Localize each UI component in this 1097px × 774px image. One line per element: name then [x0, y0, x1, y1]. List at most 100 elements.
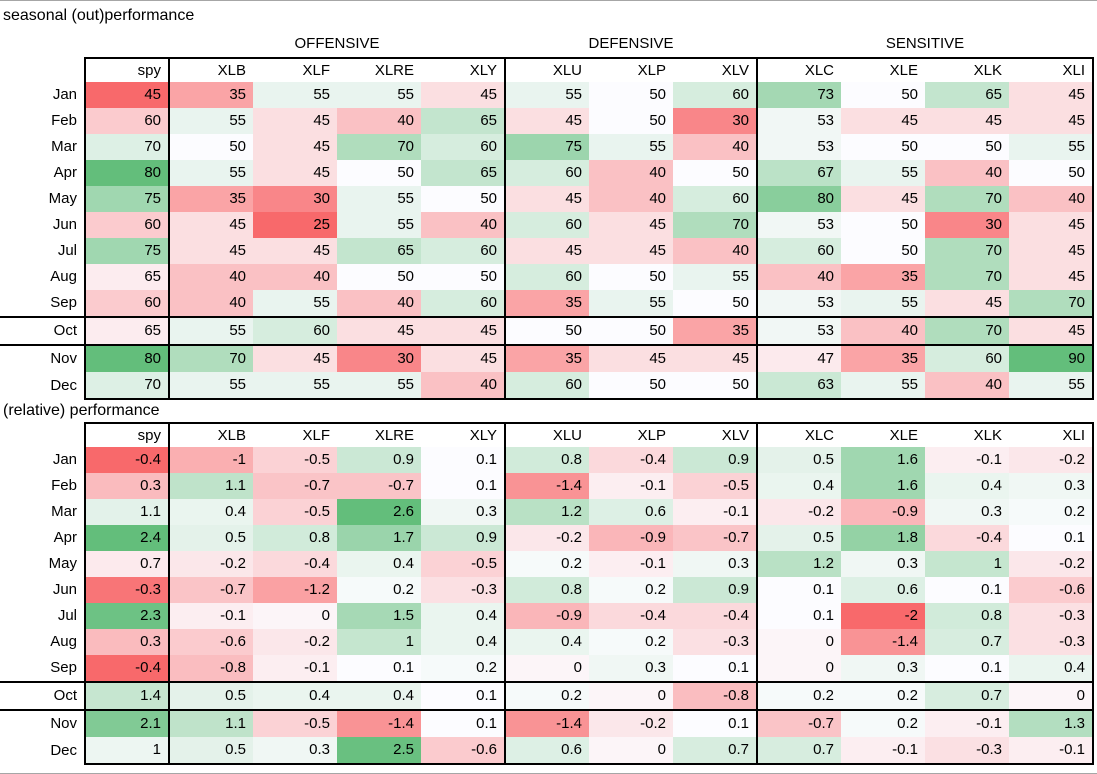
cell-mar-xlv[interactable]: 40: [673, 134, 758, 160]
cell-dec-xlb[interactable]: 55: [169, 372, 253, 400]
cell-oct-xlb[interactable]: 55: [169, 316, 253, 345]
cell-may-xlf[interactable]: -0.4: [253, 551, 337, 577]
cell-jul-xlre[interactable]: 65: [337, 238, 421, 264]
cell-nov-xly[interactable]: 45: [421, 344, 506, 372]
cell-jan-xlp[interactable]: 50: [589, 82, 673, 108]
cell-nov-xlre[interactable]: 30: [337, 344, 421, 372]
cell-jul-xly[interactable]: 0.4: [421, 603, 506, 629]
column-header-xlv[interactable]: XLV: [673, 422, 758, 447]
cell-apr-xlf[interactable]: 0.8: [253, 525, 337, 551]
cell-jun-spy[interactable]: 60: [84, 212, 170, 238]
cell-feb-xlf[interactable]: -0.7: [253, 473, 337, 499]
cell-sep-xlb[interactable]: 40: [169, 290, 253, 317]
cell-oct-xlc[interactable]: 53: [757, 316, 841, 345]
cell-jun-xle[interactable]: 50: [841, 212, 925, 238]
cell-sep-xle[interactable]: 0.3: [841, 655, 925, 682]
cell-feb-xlu[interactable]: -1.4: [505, 473, 589, 499]
cell-nov-xlv[interactable]: 0.1: [673, 709, 758, 737]
cell-mar-xlp[interactable]: 0.6: [589, 499, 673, 525]
cell-oct-xlp[interactable]: 0: [589, 681, 673, 710]
cell-oct-xly[interactable]: 45: [421, 316, 506, 345]
cell-apr-xlk[interactable]: -0.4: [925, 525, 1009, 551]
cell-oct-xli[interactable]: 0: [1009, 681, 1094, 710]
cell-oct-xle[interactable]: 0.2: [841, 681, 925, 710]
cell-oct-xly[interactable]: 0.1: [421, 681, 506, 710]
cell-apr-xli[interactable]: 0.1: [1009, 525, 1094, 551]
month-label[interactable]: Jan: [0, 82, 85, 108]
column-header-xlb[interactable]: XLB: [169, 422, 253, 447]
cell-may-xlb[interactable]: 35: [169, 186, 253, 212]
cell-nov-xlv[interactable]: 45: [673, 344, 758, 372]
month-label[interactable]: Apr: [0, 525, 85, 551]
cell-nov-xli[interactable]: 90: [1009, 344, 1094, 372]
cell-aug-xlre[interactable]: 50: [337, 264, 421, 290]
cell-jul-xlf[interactable]: 45: [253, 238, 337, 264]
cell-sep-xlre[interactable]: 40: [337, 290, 421, 317]
cell-mar-xlc[interactable]: -0.2: [757, 499, 841, 525]
cell-nov-xlf[interactable]: 45: [253, 344, 337, 372]
cell-apr-xly[interactable]: 65: [421, 160, 506, 186]
month-label[interactable]: May: [0, 551, 85, 577]
cell-aug-spy[interactable]: 65: [84, 264, 170, 290]
cell-mar-xli[interactable]: 55: [1009, 134, 1094, 160]
cell-may-xlc[interactable]: 1.2: [757, 551, 841, 577]
cell-apr-xle[interactable]: 1.8: [841, 525, 925, 551]
cell-dec-xlk[interactable]: -0.3: [925, 737, 1009, 765]
cell-oct-xlc[interactable]: 0.2: [757, 681, 841, 710]
cell-may-xly[interactable]: -0.5: [421, 551, 506, 577]
cell-jan-xlc[interactable]: 0.5: [757, 447, 841, 473]
cell-dec-xli[interactable]: -0.1: [1009, 737, 1094, 765]
cell-jan-xlp[interactable]: -0.4: [589, 447, 673, 473]
cell-mar-xlp[interactable]: 55: [589, 134, 673, 160]
cell-jul-xlk[interactable]: 0.8: [925, 603, 1009, 629]
cell-sep-xlc[interactable]: 53: [757, 290, 841, 317]
cell-jun-xlre[interactable]: 55: [337, 212, 421, 238]
cell-jun-xly[interactable]: 40: [421, 212, 506, 238]
cell-jun-xlc[interactable]: 0.1: [757, 577, 841, 603]
cell-jun-xlb[interactable]: -0.7: [169, 577, 253, 603]
cell-jul-xlu[interactable]: 45: [505, 238, 589, 264]
cell-aug-xlk[interactable]: 0.7: [925, 629, 1009, 655]
cell-jul-xlc[interactable]: 60: [757, 238, 841, 264]
cell-dec-spy[interactable]: 1: [84, 737, 170, 765]
cell-aug-xlb[interactable]: -0.6: [169, 629, 253, 655]
cell-feb-xlv[interactable]: 30: [673, 108, 758, 134]
cell-nov-xle[interactable]: 0.2: [841, 709, 925, 737]
cell-mar-xlu[interactable]: 75: [505, 134, 589, 160]
cell-mar-xlu[interactable]: 1.2: [505, 499, 589, 525]
cell-feb-xlf[interactable]: 45: [253, 108, 337, 134]
cell-jan-xlc[interactable]: 73: [757, 82, 841, 108]
cell-jun-xlb[interactable]: 45: [169, 212, 253, 238]
cell-feb-xlc[interactable]: 0.4: [757, 473, 841, 499]
cell-may-xli[interactable]: 40: [1009, 186, 1094, 212]
cell-aug-xle[interactable]: 35: [841, 264, 925, 290]
cell-jun-xlv[interactable]: 70: [673, 212, 758, 238]
cell-may-xle[interactable]: 45: [841, 186, 925, 212]
cell-oct-xlu[interactable]: 0.2: [505, 681, 589, 710]
cell-dec-xlc[interactable]: 63: [757, 372, 841, 400]
column-header-xlv[interactable]: XLV: [673, 57, 758, 82]
cell-sep-xly[interactable]: 0.2: [421, 655, 506, 682]
month-label[interactable]: Nov: [0, 344, 85, 372]
cell-may-xlre[interactable]: 0.4: [337, 551, 421, 577]
column-header-xlk[interactable]: XLK: [925, 57, 1009, 82]
cell-oct-xlk[interactable]: 0.7: [925, 681, 1009, 710]
cell-jun-xlp[interactable]: 0.2: [589, 577, 673, 603]
cell-jul-xlf[interactable]: 0: [253, 603, 337, 629]
cell-nov-xlu[interactable]: 35: [505, 344, 589, 372]
cell-sep-spy[interactable]: 60: [84, 290, 170, 317]
cell-jun-xlp[interactable]: 45: [589, 212, 673, 238]
cell-apr-xlf[interactable]: 45: [253, 160, 337, 186]
cell-apr-xli[interactable]: 50: [1009, 160, 1094, 186]
cell-jan-xlv[interactable]: 60: [673, 82, 758, 108]
column-header-xly[interactable]: XLY: [421, 57, 506, 82]
month-label[interactable]: Mar: [0, 499, 85, 525]
cell-apr-xlp[interactable]: -0.9: [589, 525, 673, 551]
cell-may-xlc[interactable]: 80: [757, 186, 841, 212]
cell-feb-spy[interactable]: 60: [84, 108, 170, 134]
cell-jul-spy[interactable]: 2.3: [84, 603, 170, 629]
cell-jun-xlf[interactable]: 25: [253, 212, 337, 238]
cell-apr-xlc[interactable]: 0.5: [757, 525, 841, 551]
cell-sep-xlc[interactable]: 0: [757, 655, 841, 682]
cell-aug-xli[interactable]: 45: [1009, 264, 1094, 290]
